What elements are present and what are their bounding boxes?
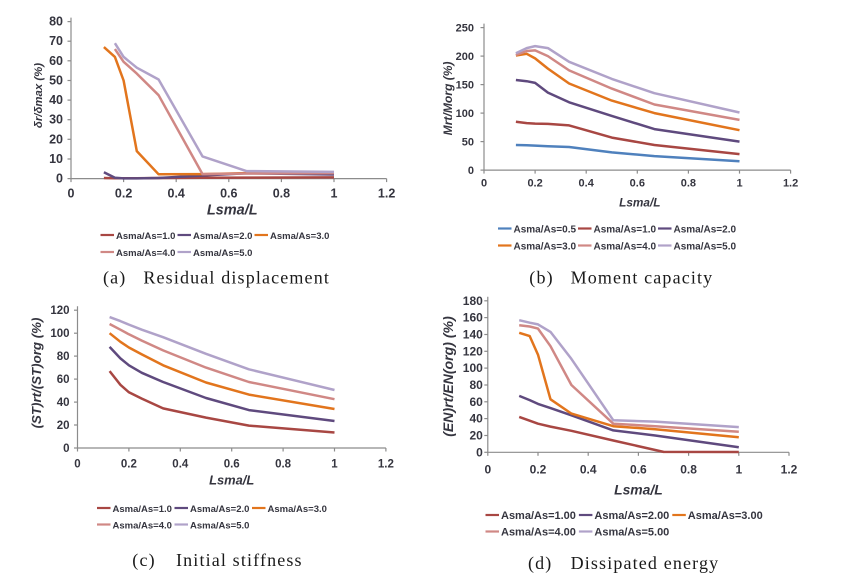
svg-text:δr/δmax (%): δr/δmax (%) bbox=[33, 63, 45, 128]
svg-text:(c): (c) bbox=[132, 550, 155, 571]
svg-text:150: 150 bbox=[456, 80, 474, 92]
svg-text:Initial stiffness: Initial stiffness bbox=[176, 550, 303, 570]
svg-text:1.2: 1.2 bbox=[378, 459, 394, 471]
svg-text:0: 0 bbox=[468, 165, 474, 177]
svg-text:(EN)rt/EN(org) (%): (EN)rt/EN(org) (%) bbox=[440, 316, 456, 437]
svg-text:(a): (a) bbox=[103, 268, 126, 289]
svg-text:Asma/As=1.00: Asma/As=1.00 bbox=[501, 510, 576, 522]
svg-text:160: 160 bbox=[463, 311, 483, 325]
svg-text:40: 40 bbox=[469, 412, 483, 426]
svg-text:40: 40 bbox=[57, 397, 70, 409]
svg-text:0: 0 bbox=[63, 443, 69, 455]
svg-text:0.6: 0.6 bbox=[630, 178, 645, 190]
svg-text:Lsma/L: Lsma/L bbox=[209, 473, 254, 488]
svg-text:100: 100 bbox=[463, 361, 483, 375]
svg-text:0: 0 bbox=[68, 187, 75, 201]
svg-text:100: 100 bbox=[456, 108, 474, 120]
svg-text:100: 100 bbox=[50, 328, 69, 340]
svg-text:20: 20 bbox=[57, 420, 70, 432]
svg-text:20: 20 bbox=[469, 429, 483, 443]
svg-text:0.8: 0.8 bbox=[275, 459, 292, 471]
svg-text:0.4: 0.4 bbox=[579, 178, 595, 190]
svg-text:Lsma/L: Lsma/L bbox=[614, 482, 663, 498]
svg-text:0: 0 bbox=[74, 459, 80, 471]
svg-text:Asma/As=0.5: Asma/As=0.5 bbox=[514, 224, 577, 235]
svg-text:80: 80 bbox=[57, 351, 70, 363]
svg-text:Asma/As=4.0: Asma/As=4.0 bbox=[113, 520, 172, 531]
svg-text:60: 60 bbox=[469, 395, 483, 409]
svg-text:40: 40 bbox=[49, 93, 63, 107]
svg-text:1.2: 1.2 bbox=[781, 462, 798, 476]
svg-text:50: 50 bbox=[462, 137, 474, 149]
svg-text:80: 80 bbox=[49, 15, 63, 29]
svg-text:Lsma/L: Lsma/L bbox=[207, 203, 258, 219]
svg-text:1: 1 bbox=[736, 178, 742, 190]
svg-text:140: 140 bbox=[463, 328, 483, 342]
svg-text:Asma/As=5.0: Asma/As=5.0 bbox=[674, 241, 737, 252]
svg-text:0.6: 0.6 bbox=[224, 459, 240, 471]
svg-text:0.2: 0.2 bbox=[530, 462, 547, 476]
svg-text:Residual displacement: Residual displacement bbox=[143, 268, 330, 288]
svg-text:(d): (d) bbox=[528, 553, 552, 574]
svg-text:Dissipated energy: Dissipated energy bbox=[571, 553, 720, 573]
svg-text:0: 0 bbox=[484, 462, 491, 476]
svg-text:80: 80 bbox=[469, 378, 483, 392]
svg-text:0: 0 bbox=[56, 172, 63, 186]
svg-text:Mrt/Morg (%): Mrt/Morg (%) bbox=[441, 61, 455, 135]
svg-text:(ST)rt/(ST)org (%): (ST)rt/(ST)org (%) bbox=[29, 317, 44, 428]
svg-text:0.2: 0.2 bbox=[121, 459, 137, 471]
svg-text:Asma/As=3.0: Asma/As=3.0 bbox=[514, 241, 577, 252]
svg-text:Asma/As=4.00: Asma/As=4.00 bbox=[501, 526, 576, 538]
svg-text:0.4: 0.4 bbox=[172, 459, 189, 471]
svg-text:0: 0 bbox=[481, 178, 487, 190]
svg-text:10: 10 bbox=[49, 152, 63, 166]
svg-text:120: 120 bbox=[50, 305, 69, 317]
svg-text:Asma/As=5.00: Asma/As=5.00 bbox=[594, 526, 669, 538]
svg-text:Asma/As=5.0: Asma/As=5.0 bbox=[193, 248, 252, 259]
svg-text:0.8: 0.8 bbox=[273, 187, 290, 201]
svg-text:1.2: 1.2 bbox=[378, 187, 395, 201]
svg-text:Asma/As=2.0: Asma/As=2.0 bbox=[674, 224, 737, 235]
svg-text:Asma/As=2.00: Asma/As=2.00 bbox=[594, 510, 669, 522]
svg-text:250: 250 bbox=[456, 23, 474, 35]
svg-text:0.8: 0.8 bbox=[680, 462, 697, 476]
svg-text:1: 1 bbox=[331, 187, 338, 201]
svg-text:50: 50 bbox=[49, 74, 63, 88]
svg-text:0.2: 0.2 bbox=[527, 178, 542, 190]
svg-text:1.2: 1.2 bbox=[783, 178, 798, 190]
svg-text:0.4: 0.4 bbox=[580, 462, 597, 476]
svg-text:0.4: 0.4 bbox=[168, 187, 185, 201]
svg-text:0.8: 0.8 bbox=[681, 178, 696, 190]
svg-text:Lsma/L: Lsma/L bbox=[619, 196, 660, 210]
svg-text:Asma/As=3.00: Asma/As=3.00 bbox=[688, 510, 763, 522]
svg-text:Asma/As=3.0: Asma/As=3.0 bbox=[268, 504, 327, 515]
svg-text:200: 200 bbox=[456, 51, 474, 63]
svg-text:120: 120 bbox=[463, 344, 483, 358]
svg-text:0.2: 0.2 bbox=[115, 187, 132, 201]
svg-text:20: 20 bbox=[49, 132, 63, 146]
svg-text:Asma/As=1.0: Asma/As=1.0 bbox=[113, 504, 172, 515]
svg-text:0: 0 bbox=[476, 445, 483, 459]
svg-text:Asma/As=5.0: Asma/As=5.0 bbox=[190, 520, 249, 531]
svg-text:(b): (b) bbox=[529, 268, 553, 289]
svg-text:0.6: 0.6 bbox=[630, 462, 647, 476]
svg-text:70: 70 bbox=[49, 34, 63, 48]
svg-text:60: 60 bbox=[57, 374, 70, 386]
svg-text:30: 30 bbox=[49, 113, 63, 127]
svg-text:Asma/As=3.0: Asma/As=3.0 bbox=[270, 231, 329, 242]
svg-text:0.6: 0.6 bbox=[220, 187, 237, 201]
svg-text:60: 60 bbox=[49, 54, 63, 68]
svg-text:Asma/As=4.0: Asma/As=4.0 bbox=[116, 248, 175, 259]
svg-text:Moment capacity: Moment capacity bbox=[571, 268, 714, 288]
svg-text:Asma/As=2.0: Asma/As=2.0 bbox=[193, 231, 252, 242]
svg-text:180: 180 bbox=[463, 294, 483, 308]
svg-text:1: 1 bbox=[735, 462, 742, 476]
svg-text:Asma/As=4.0: Asma/As=4.0 bbox=[594, 241, 657, 252]
svg-text:1: 1 bbox=[331, 459, 338, 471]
svg-text:Asma/As=1.0: Asma/As=1.0 bbox=[116, 231, 175, 242]
svg-text:Asma/As=2.0: Asma/As=2.0 bbox=[190, 504, 249, 515]
svg-text:Asma/As=1.0: Asma/As=1.0 bbox=[594, 224, 657, 235]
